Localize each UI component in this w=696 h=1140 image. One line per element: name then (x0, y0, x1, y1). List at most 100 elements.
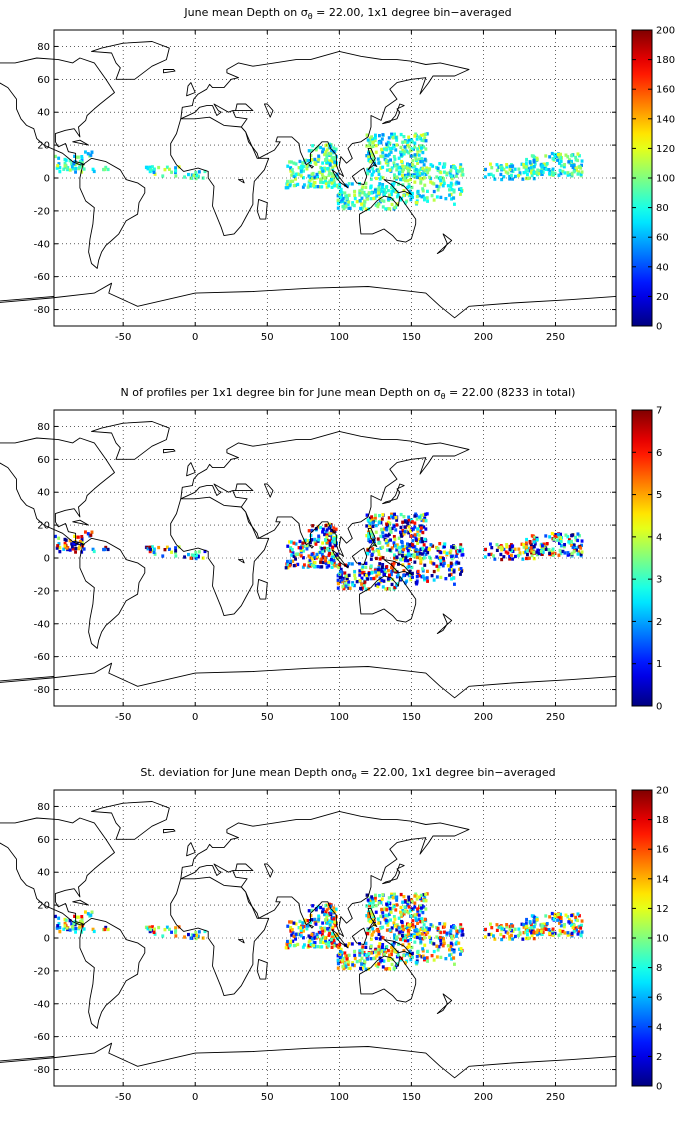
data-bin (366, 898, 370, 902)
data-bin (320, 927, 324, 931)
y-tick-label: 0 (44, 554, 50, 565)
data-bin (563, 171, 567, 175)
data-bin (336, 586, 340, 590)
data-bin (574, 155, 578, 160)
data-bin (372, 158, 376, 162)
data-bin (165, 545, 169, 549)
data-bin (294, 542, 298, 546)
data-bin (439, 942, 443, 946)
data-bin (380, 147, 383, 152)
data-bin (386, 197, 390, 201)
data-bin (375, 556, 378, 561)
data-bin (513, 547, 517, 551)
data-bin (426, 189, 429, 193)
data-bin (292, 161, 296, 165)
data-bin (408, 165, 412, 169)
data-bin (294, 177, 297, 181)
data-bin (385, 565, 389, 569)
data-bin (449, 549, 453, 553)
data-bin (526, 166, 530, 171)
data-bin (404, 961, 407, 965)
data-bin (374, 893, 377, 897)
data-bin (397, 942, 400, 946)
data-bin (56, 924, 60, 928)
data-bin (372, 538, 376, 542)
data-bin (547, 168, 551, 172)
data-bin (423, 196, 426, 200)
data-bin (305, 923, 309, 928)
data-bin (402, 152, 406, 156)
y-tick-label: 60 (37, 835, 50, 846)
data-bin (544, 534, 548, 538)
data-bin (530, 914, 534, 918)
data-bin (340, 194, 343, 198)
data-bin (532, 160, 536, 164)
data-bin (506, 931, 510, 935)
data-bin (324, 158, 327, 162)
data-bin (365, 914, 369, 918)
data-bin (197, 930, 201, 934)
data-bin (324, 559, 327, 563)
data-bin (365, 904, 369, 908)
data-bin (410, 527, 414, 531)
data-bin (371, 167, 375, 171)
data-bin (406, 172, 410, 176)
data-bin (425, 546, 429, 550)
data-bin (551, 551, 555, 555)
data-bin (55, 166, 59, 170)
data-bin (146, 927, 150, 931)
colorbar-tick-label: 20 (656, 292, 669, 303)
x-tick-label: 250 (546, 712, 565, 723)
y-tick-label: 60 (37, 455, 50, 466)
data-bin (388, 928, 392, 932)
data-bin (572, 163, 576, 167)
data-bin (533, 542, 537, 546)
data-bin (368, 141, 372, 146)
data-bin (376, 948, 380, 952)
data-bin (555, 914, 559, 919)
data-bin (413, 155, 417, 159)
data-bin (291, 551, 295, 555)
data-bin (397, 916, 401, 920)
data-bin (422, 133, 426, 137)
data-bin (307, 149, 311, 153)
data-bin (324, 176, 327, 180)
data-bin (423, 136, 427, 140)
data-bin (420, 537, 424, 541)
data-bin (556, 158, 559, 162)
data-bin (550, 151, 554, 156)
data-bin (535, 170, 539, 174)
data-bin (439, 550, 443, 555)
data-bin (332, 179, 336, 183)
data-bin (288, 944, 292, 948)
data-bin (201, 556, 205, 560)
data-bin (374, 583, 378, 587)
data-bin (522, 165, 526, 169)
data-bin (418, 157, 421, 161)
data-bin (322, 935, 325, 939)
data-bin (502, 547, 506, 552)
data-bin (157, 925, 161, 930)
data-bin (410, 173, 413, 177)
coastline (238, 179, 245, 184)
data-bin (457, 561, 461, 565)
data-bin (417, 135, 421, 139)
data-bin (557, 915, 561, 919)
data-bin (325, 528, 329, 532)
data-bin (443, 162, 447, 166)
data-bin (331, 172, 334, 176)
data-bin (570, 533, 574, 538)
data-bin (332, 554, 336, 558)
data-bin (174, 929, 178, 933)
data-bin (290, 173, 294, 177)
data-bin (423, 516, 427, 520)
data-bin (81, 921, 84, 925)
data-bin (345, 194, 349, 198)
data-bin (489, 932, 493, 936)
coastline (91, 41, 170, 80)
data-bin (381, 154, 385, 159)
data-bin (161, 174, 165, 178)
data-bin (64, 158, 68, 162)
data-bin (321, 147, 325, 151)
data-bin (529, 543, 533, 547)
